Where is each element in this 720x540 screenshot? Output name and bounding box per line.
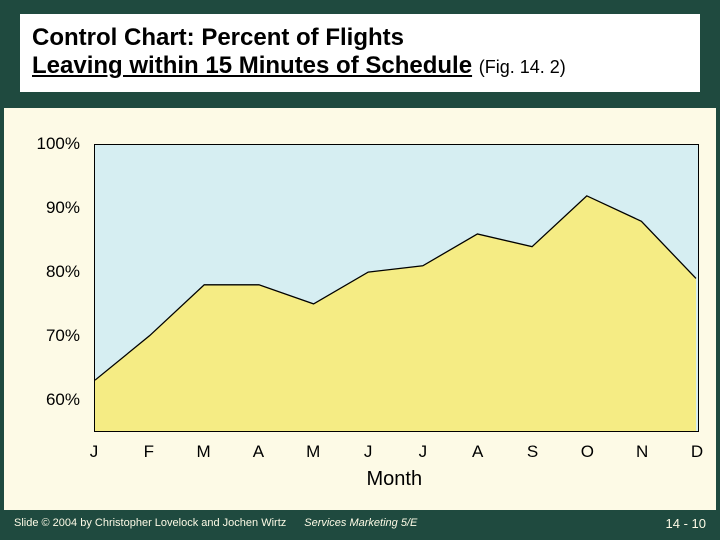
x-tick-label: D bbox=[687, 442, 707, 462]
footer-page: 14 - 10 bbox=[666, 516, 706, 531]
y-tick-label: 100% bbox=[10, 134, 80, 154]
x-tick-label: J bbox=[413, 442, 433, 462]
title-fig-ref: (Fig. 14. 2) bbox=[479, 57, 566, 77]
footer-copyright: Slide © 2004 by Christopher Lovelock and… bbox=[14, 517, 286, 529]
y-tick-label: 70% bbox=[10, 326, 80, 346]
title-band: Control Chart: Percent of Flights Leavin… bbox=[4, 4, 716, 108]
y-tick-label: 90% bbox=[10, 198, 80, 218]
x-axis-title: Month bbox=[367, 468, 423, 491]
footer-page-prefix: 14 - bbox=[666, 516, 692, 531]
x-tick-label: N bbox=[632, 442, 652, 462]
x-tick-label: J bbox=[358, 442, 378, 462]
footer-page-number: 10 bbox=[692, 516, 706, 531]
footer-book: Services Marketing 5/E bbox=[304, 517, 417, 529]
x-tick-label: M bbox=[194, 442, 214, 462]
title-line2: Leaving within 15 Minutes of Schedule (F… bbox=[32, 52, 688, 80]
footer: Slide © 2004 by Christopher Lovelock and… bbox=[4, 510, 716, 536]
title-line2-underlined: Leaving within 15 Minutes of Schedule bbox=[32, 52, 472, 79]
x-tick-label: A bbox=[248, 442, 268, 462]
title-line1: Control Chart: Percent of Flights bbox=[32, 24, 688, 52]
area-path bbox=[95, 145, 698, 431]
y-tick-label: 80% bbox=[10, 262, 80, 282]
plot-area bbox=[94, 144, 699, 432]
slide: Control Chart: Percent of Flights Leavin… bbox=[0, 0, 720, 540]
y-tick-label: 60% bbox=[10, 390, 80, 410]
x-tick-label: A bbox=[468, 442, 488, 462]
title-box: Control Chart: Percent of Flights Leavin… bbox=[20, 14, 700, 96]
x-tick-label: O bbox=[577, 442, 597, 462]
x-tick-label: M bbox=[303, 442, 323, 462]
x-tick-label: S bbox=[523, 442, 543, 462]
x-tick-label: F bbox=[139, 442, 159, 462]
x-tick-label: J bbox=[84, 442, 104, 462]
chart: Month 100%90%80%70%60%JFMAMJJASOND bbox=[4, 134, 716, 464]
